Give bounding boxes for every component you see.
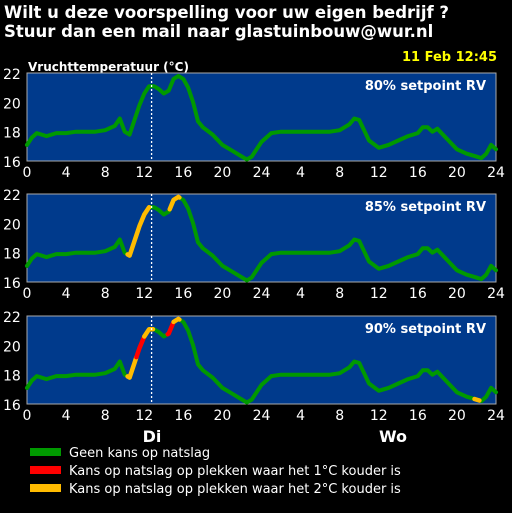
y-tick-label: 18 [3, 126, 21, 142]
x-tick-label: 12 [370, 408, 388, 424]
x-tick-label: 8 [335, 165, 344, 181]
x-tick-label: 8 [335, 286, 344, 302]
x-tick-label: 0 [23, 408, 32, 424]
x-tick-label: 24 [253, 165, 271, 181]
header-line-2: Stuur dan een mail naar glastuinbouw@wur… [4, 22, 433, 41]
natslag-segment [125, 354, 139, 380]
x-tick-label: 24 [487, 408, 505, 424]
x-tick-label: 4 [62, 408, 71, 424]
x-tick-label: 12 [135, 286, 153, 302]
plot-area [26, 193, 497, 283]
x-tick-label: 24 [253, 408, 271, 424]
x-tick-label: 20 [214, 408, 232, 424]
series-line [25, 194, 498, 283]
x-tick-label: 24 [487, 286, 505, 302]
chart-panel-3: 16 18 20 22 0 4 8 12 16 20 24 4 8 12 16 20 24 90% setpoin… [3, 310, 505, 424]
x-tick-label: 4 [296, 286, 305, 302]
plot-area [26, 315, 497, 405]
x-tick-label: 20 [448, 408, 466, 424]
natslag-segment [125, 204, 152, 258]
y-tick-label: 18 [3, 247, 21, 263]
natslag-segment [167, 194, 182, 212]
x-tick-label: 16 [409, 408, 427, 424]
x-tick-label: 20 [214, 286, 232, 302]
x-tick-label: 12 [370, 286, 388, 302]
natslag-segment [134, 334, 147, 360]
series-line [25, 73, 498, 162]
panel-title: 85% setpoint RV [365, 200, 486, 215]
x-tick-label: 4 [296, 165, 305, 181]
x-tick-label: 8 [101, 165, 110, 181]
y-axis-label: Vruchttemperatuur (°C) [28, 60, 189, 74]
natslag-segment [472, 396, 482, 403]
x-tick-label: 20 [214, 165, 232, 181]
y-tick-label: 20 [3, 217, 21, 233]
x-tick-label: 20 [448, 165, 466, 181]
x-tick-label: 8 [101, 286, 110, 302]
y-tick-label: 22 [3, 310, 21, 326]
legend-swatch-orange [30, 484, 61, 492]
x-tick-label: 4 [296, 408, 305, 424]
x-tick-label: 16 [174, 165, 192, 181]
x-tick-label: 4 [62, 165, 71, 181]
x-tick-label: 12 [370, 165, 388, 181]
day-label-di: Di [143, 427, 162, 446]
x-tick-label: 16 [409, 165, 427, 181]
legend-label-red: Kans op natslag op plekken waar het 1°C … [69, 464, 401, 479]
x-tick-label: 12 [135, 165, 153, 181]
natslag-segment [165, 319, 176, 337]
x-tick-label: 4 [62, 286, 71, 302]
chart-panel-2: 16 18 20 22 0 4 8 12 16 20 24 4 8 12 16 20 24 85% setpoin… [3, 188, 505, 302]
x-tick-label: 8 [335, 408, 344, 424]
natslag-segment [171, 316, 182, 325]
plot-area [26, 72, 497, 162]
panel-title: 90% setpoint RV [365, 322, 486, 337]
y-tick-label: 16 [3, 276, 21, 292]
x-tick-label: 24 [253, 286, 271, 302]
legend: Geen kans op natslag Kans op natslag op … [30, 446, 401, 497]
timestamp: 11 Feb 12:45 [402, 50, 497, 65]
header-line-1: Wilt u deze voorspelling voor uw eigen b… [4, 3, 449, 22]
x-tick-label: 24 [487, 165, 505, 181]
series-line [25, 316, 498, 405]
y-tick-label: 22 [3, 188, 21, 204]
y-tick-label: 18 [3, 369, 21, 385]
y-tick-label: 22 [3, 67, 21, 83]
panel-title: 80% setpoint RV [365, 79, 486, 94]
x-tick-label: 20 [448, 286, 466, 302]
legend-label-orange: Kans op natslag op plekken waar het 2°C … [69, 482, 401, 497]
legend-label-green: Geen kans op natslag [69, 446, 210, 461]
x-tick-label: 16 [409, 286, 427, 302]
x-tick-label: 12 [135, 408, 153, 424]
legend-swatch-red [30, 466, 61, 474]
x-tick-label: 16 [174, 408, 192, 424]
chart-panel-1: 16 18 20 22 0 4 8 12 16 20 24 4 8 12 16 20 24 80% setpoin… [3, 67, 505, 181]
y-tick-label: 16 [3, 398, 21, 414]
y-tick-label: 20 [3, 339, 21, 355]
x-tick-label: 0 [23, 286, 32, 302]
x-tick-label: 8 [101, 408, 110, 424]
y-tick-label: 20 [3, 96, 21, 112]
day-label-wo: Wo [379, 427, 407, 446]
legend-swatch-green [30, 448, 61, 456]
x-tick-label: 0 [23, 165, 32, 181]
x-tick-label: 16 [174, 286, 192, 302]
y-tick-label: 16 [3, 155, 21, 171]
